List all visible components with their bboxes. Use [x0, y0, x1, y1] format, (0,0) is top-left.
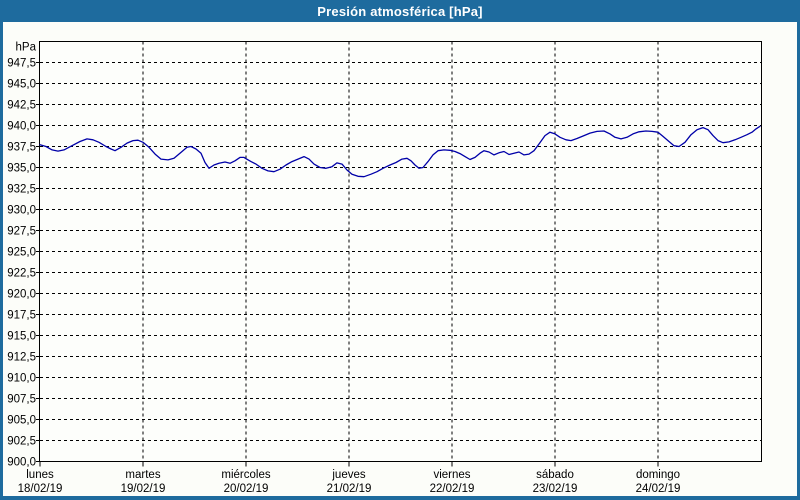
y-tick-label: 937,5 — [7, 142, 36, 154]
x-day-label: lunes — [26, 469, 54, 481]
y-tick-label: 925,0 — [7, 247, 36, 259]
window-title: Presión atmosférica [hPa] — [317, 3, 483, 19]
y-tick-label: 935,0 — [7, 163, 36, 175]
y-tick-label: 945,0 — [7, 79, 36, 91]
y-axis-unit-label: hPa — [16, 42, 37, 54]
y-tick-label: 927,5 — [7, 226, 36, 238]
x-date-label: 18/02/19 — [18, 483, 63, 495]
pressure-line — [39, 125, 761, 178]
x-date-label: 23/02/19 — [533, 483, 578, 495]
y-tick-label: 932,5 — [7, 184, 36, 196]
x-date-label: 19/02/19 — [121, 483, 166, 495]
y-tick-label: 930,0 — [7, 205, 36, 217]
y-tick-label: 900,0 — [7, 457, 36, 469]
x-day-label: viernes — [433, 469, 470, 481]
x-day-label: sábado — [536, 469, 574, 481]
x-day-label: jueves — [331, 469, 365, 481]
x-day-label: miércoles — [221, 469, 270, 481]
x-date-label: 24/02/19 — [636, 483, 681, 495]
y-tick-label: 920,0 — [7, 289, 36, 301]
y-tick-label: 917,5 — [7, 310, 36, 322]
y-tick-label: 912,5 — [7, 352, 36, 364]
y-tick-label: 947,5 — [7, 58, 36, 70]
y-tick-label: 905,0 — [7, 415, 36, 427]
y-tick-label: 942,5 — [7, 100, 36, 112]
y-tick-label: 902,5 — [7, 436, 36, 448]
x-date-label: 22/02/19 — [430, 483, 475, 495]
x-date-label: 20/02/19 — [224, 483, 269, 495]
window-title-bar: Presión atmosférica [hPa] — [0, 0, 800, 22]
y-tick-label: 910,0 — [7, 373, 36, 385]
x-date-label: 21/02/19 — [327, 483, 372, 495]
y-tick-label: 922,5 — [7, 268, 36, 280]
y-tick-label: 907,5 — [7, 394, 36, 406]
x-day-label: martes — [125, 469, 160, 481]
y-tick-label: 940,0 — [7, 121, 36, 133]
y-tick-label: 915,0 — [7, 331, 36, 343]
x-day-label: domingo — [636, 469, 680, 481]
